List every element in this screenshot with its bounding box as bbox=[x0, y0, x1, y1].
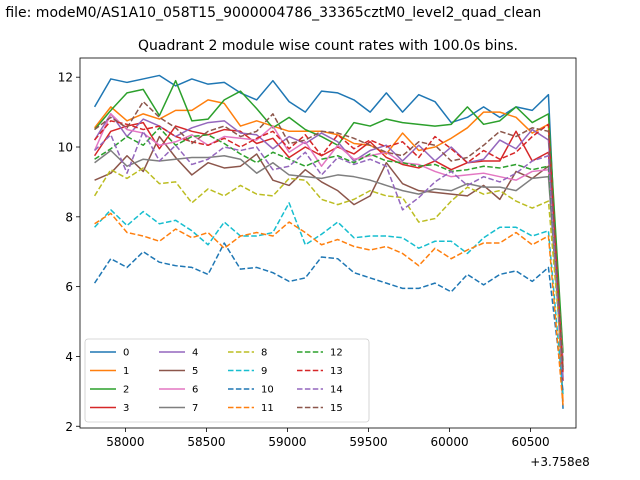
series-line-11 bbox=[94, 212, 564, 406]
y-tick-label: 2 bbox=[65, 420, 73, 434]
series-line-14 bbox=[94, 130, 564, 381]
series-line-5 bbox=[94, 135, 564, 367]
legend-label: 6 bbox=[192, 385, 198, 396]
legend-label: 3 bbox=[123, 403, 129, 414]
series-line-1 bbox=[93, 99, 564, 402]
legend-label: 12 bbox=[330, 348, 343, 359]
legend-label: 4 bbox=[192, 348, 198, 359]
legend-label: 0 bbox=[123, 348, 129, 359]
plot-frame bbox=[79, 57, 577, 429]
series-line-7 bbox=[94, 149, 564, 378]
y-tick-label: 6 bbox=[65, 280, 73, 294]
series-line-15 bbox=[94, 100, 564, 371]
legend-label: 13 bbox=[330, 366, 343, 377]
x-tick-label: 59000 bbox=[268, 435, 306, 449]
series-line-3 bbox=[93, 121, 564, 381]
x-axis: 58000 58500 59000 59500 60000 60500 bbox=[106, 428, 550, 449]
legend-label: 10 bbox=[261, 385, 274, 396]
x-tick-label: 60500 bbox=[512, 435, 550, 449]
legend-label: 5 bbox=[192, 366, 198, 377]
series-line-6 bbox=[93, 113, 564, 360]
legend-frame bbox=[84, 338, 370, 423]
legend-label: 8 bbox=[261, 348, 267, 359]
x-tick-label: 60000 bbox=[430, 435, 468, 449]
legend-label: 14 bbox=[330, 385, 343, 396]
series-line-13 bbox=[94, 120, 564, 374]
x-offset-label: +3.758e8 bbox=[530, 455, 589, 469]
legend-label: 11 bbox=[261, 403, 274, 414]
series-line-9 bbox=[94, 202, 564, 395]
legend-label: 7 bbox=[192, 403, 198, 414]
figure-suptitle: n file: modeM0/AS1A10_058T15_9000004786_… bbox=[0, 5, 541, 21]
series-line-2 bbox=[94, 79, 564, 353]
series-line-8 bbox=[93, 167, 564, 371]
x-tick-label: 58500 bbox=[187, 435, 225, 449]
y-axis: 2 4 6 8 10 12 bbox=[58, 71, 80, 434]
series-line-0 bbox=[93, 74, 564, 409]
x-tick-label: 59500 bbox=[349, 435, 387, 449]
chart-title: Quadrant 2 module wise count rates with … bbox=[138, 38, 518, 54]
legend-label: 15 bbox=[330, 403, 343, 414]
y-tick-label: 12 bbox=[58, 71, 73, 85]
series-line-10 bbox=[93, 242, 564, 392]
legend-label: 1 bbox=[123, 366, 129, 377]
y-tick-label: 10 bbox=[58, 141, 73, 155]
x-tick-label: 58000 bbox=[106, 435, 144, 449]
series-layer bbox=[93, 74, 564, 409]
y-tick-label: 8 bbox=[65, 210, 73, 224]
legend-label: 9 bbox=[261, 366, 267, 377]
series-line-12 bbox=[94, 127, 564, 364]
legend-label: 2 bbox=[123, 385, 129, 396]
y-tick-label: 4 bbox=[65, 350, 73, 364]
